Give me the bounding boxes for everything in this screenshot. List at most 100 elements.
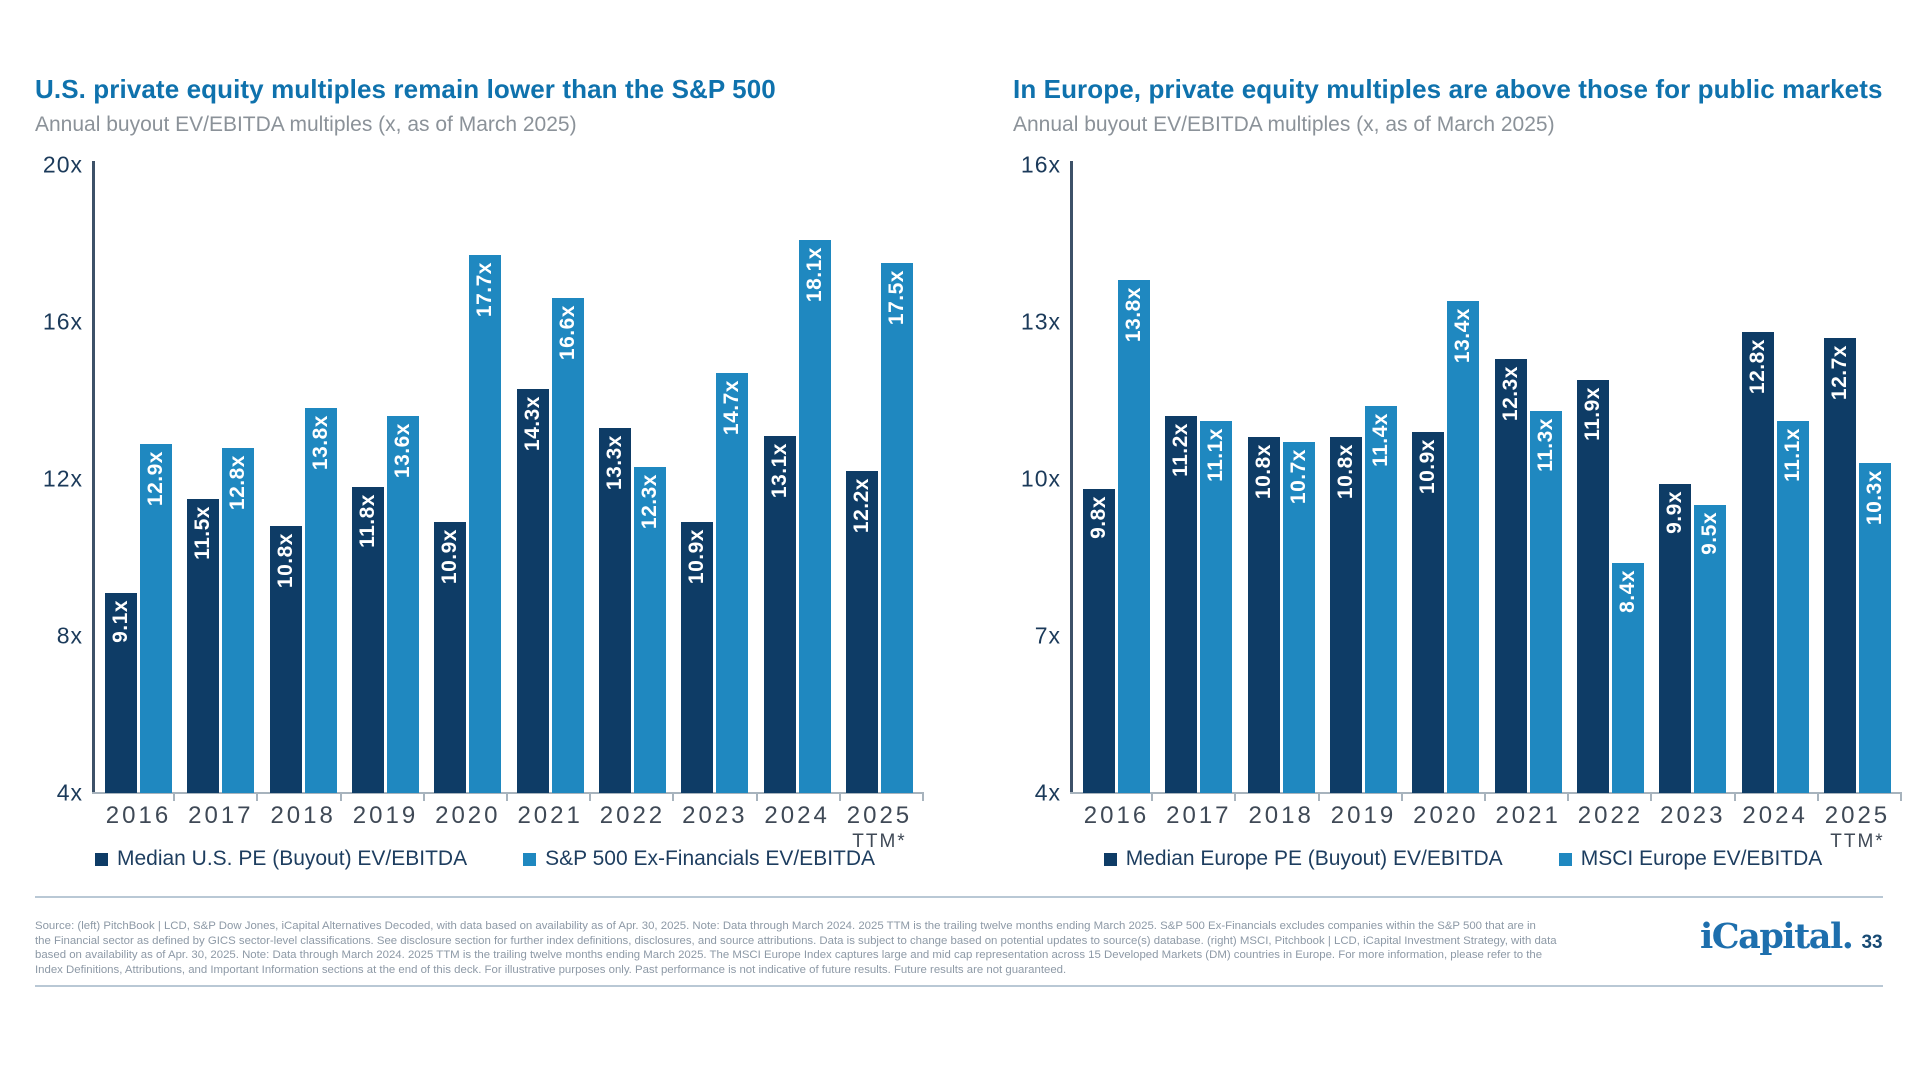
year-label: 2025 [1824,802,1891,829]
bar: 10.9x [1412,431,1445,793]
bar: 13.4x [1447,301,1480,793]
legend-item: MSCI Europe EV/EBITDA [1558,847,1823,871]
bar-value-label: 13.3x [602,434,626,491]
bar-value-label: 8.4x [1615,569,1639,613]
bar: 9.9x [1659,484,1692,793]
ttm-label: TTM* [852,831,907,852]
bar: 13.6x [386,416,419,793]
x-axis-tick [1317,793,1320,801]
bar-value-label: 10.7x [1286,449,1310,505]
legend-label: MSCI Europe EV/EBITDA [1580,847,1823,870]
bar: 12.7x [1823,337,1856,793]
bar-value-label: 11.1x [1204,428,1228,483]
bar-value-label: 10.9x [685,529,709,585]
bar-value-label: 18.1x [802,246,826,302]
bar-value-label: 13.4x [1451,308,1475,364]
bar-group: 10.9x 14.7x [681,373,749,793]
bar-value-label: 17.5x [884,270,908,326]
x-axis-category-label: 2020 [434,803,501,855]
ttm-label: TTM* [1830,831,1885,852]
bar: 10.8x [1329,437,1362,793]
legend: Median Europe PE (Buyout) EV/EBITDA MSCI … [1013,847,1913,871]
chart-subtitle: Annual buyout EV/EBITDA multiples (x, as… [35,113,577,136]
bar: 12.8x [222,447,255,793]
bar-value-label: 14.3x [520,395,544,451]
x-axis-tick [1234,793,1237,801]
x-axis-category-label: 2025 TTM* [1824,803,1891,855]
bar: 14.3x [516,388,549,793]
bar-group: 9.8x 13.8x [1083,280,1150,793]
bar: 10.3x [1858,463,1891,793]
bar-value-label: 11.1x [1780,428,1804,483]
source-note-line: based on availability as of Apr. 30, 202… [35,949,1543,962]
x-axis-category-label: 2018 [270,803,337,855]
bar: 17.7x [469,255,502,793]
bar: 11.2x [1165,416,1198,793]
source-note-line: Index Definitions, Attributions, and Imp… [35,963,1067,976]
x-axis-tick [838,793,841,801]
x-axis-category-label: 2022 [599,803,666,855]
bar-group: 11.5x 12.8x [187,447,255,793]
bar: 13.1x [763,435,796,793]
y-axis-tick-label: 13x [1020,308,1061,335]
footer-bottom-rule [35,985,1883,987]
x-axis-tick [755,793,758,801]
year-label: 2022 [599,802,666,829]
x-axis-tick [1650,793,1653,801]
x-axis-category-label: 2017 [187,803,254,855]
bar: 18.1x [798,239,831,793]
x-axis-tick [1567,793,1570,801]
x-axis-ticks [1070,793,1902,802]
bar-value-label: 13.1x [767,442,791,498]
x-axis-tick [1400,793,1403,801]
bar-group: 11.8x 13.6x [351,416,419,793]
x-axis-category-label: 2022 [1577,803,1644,855]
bar-group: 11.9x 8.4x [1576,379,1644,793]
source-note: Source: (left) PitchBook | LCD, S&P Dow … [35,919,1695,977]
chart-title: U.S. private equity multiples remain low… [35,74,776,104]
x-axis-category-label: 2020 [1412,803,1479,855]
legend-label: S&P 500 Ex-Financials EV/EBITDA [545,847,876,870]
bar-value-label: 9.8x [1087,496,1110,540]
bar-group: 12.3x 11.3x [1494,358,1562,793]
year-label: 2020 [435,802,501,829]
bar-group: 10.9x 17.7x [434,255,502,793]
bar-value-label: 11.4x [1368,412,1392,467]
chart-title: In Europe, private equity multiples are … [1013,74,1883,104]
year-label: 2024 [764,802,830,829]
year-label: 2025 [846,802,913,829]
x-axis-category-label: 2017 [1165,803,1232,855]
bar: 10.9x [681,522,714,793]
legend-item: Median Europe PE (Buyout) EV/EBITDA [1103,847,1503,871]
year-label: 2016 [1083,802,1150,829]
bar-value-label: 13.8x [308,415,332,471]
bar: 13.8x [1118,280,1150,793]
x-axis-category-label: 2023 [1659,803,1726,855]
x-axis-category-label: 2019 [1330,803,1397,855]
y-axis-line [1070,161,1073,794]
legend-item: S&P 500 Ex-Financials EV/EBITDA [523,847,875,871]
bar: 13.8x [304,408,337,793]
x-axis-category-label: 2016 [105,803,172,855]
x-axis-tick [1151,793,1154,801]
bar: 14.7x [716,373,749,793]
bar-value-label: 10.8x [1251,444,1275,500]
bar: 12.2x [845,471,878,793]
legend-swatch [1103,852,1117,866]
x-axis-tick [256,793,259,801]
year-label: 2023 [1660,802,1726,829]
bar: 11.1x [1200,421,1233,793]
year-label: 2019 [352,802,419,829]
bar: 9.8x [1083,489,1115,793]
bar: 12.9x [140,443,172,793]
x-axis-tick [1900,793,1902,801]
source-note-line: the Financial sector as defined by GICS … [35,934,1557,947]
bar-value-label: 12.8x [226,454,250,510]
bar-value-label: 11.9x [1580,386,1604,441]
bar-value-label: 9.9x [1663,491,1687,535]
x-axis-category-label: 2024 [764,803,831,855]
x-axis-tick [1733,793,1736,801]
x-axis-tick [506,793,508,801]
x-axis-tick [922,793,924,801]
year-label: 2023 [682,802,748,829]
